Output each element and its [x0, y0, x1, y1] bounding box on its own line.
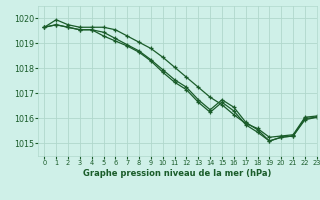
X-axis label: Graphe pression niveau de la mer (hPa): Graphe pression niveau de la mer (hPa) [84, 169, 272, 178]
